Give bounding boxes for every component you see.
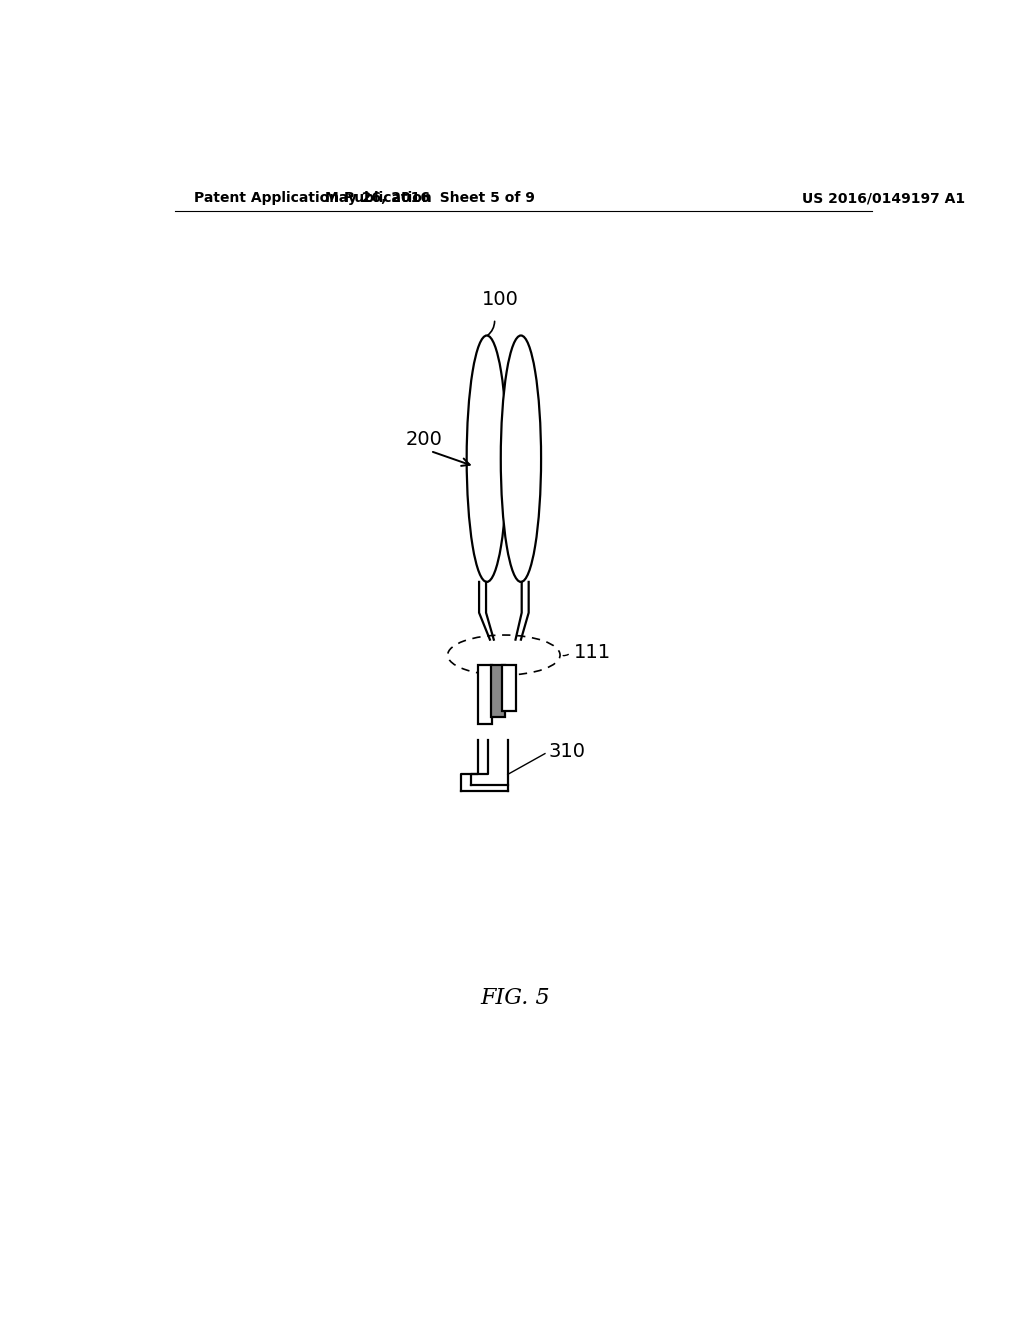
Text: US 2016/0149197 A1: US 2016/0149197 A1 (802, 191, 966, 206)
Text: 100: 100 (481, 289, 518, 309)
Text: Patent Application Publication: Patent Application Publication (194, 191, 432, 206)
Text: 200: 200 (406, 430, 442, 449)
Bar (502, 665, 515, 711)
Bar (490, 665, 505, 718)
Bar (478, 665, 493, 723)
Text: 310: 310 (549, 742, 586, 760)
Ellipse shape (501, 335, 541, 582)
Text: May 26, 2016  Sheet 5 of 9: May 26, 2016 Sheet 5 of 9 (326, 191, 536, 206)
Text: FIG. 5: FIG. 5 (480, 987, 550, 1008)
Ellipse shape (467, 335, 507, 582)
Text: 111: 111 (573, 643, 610, 663)
